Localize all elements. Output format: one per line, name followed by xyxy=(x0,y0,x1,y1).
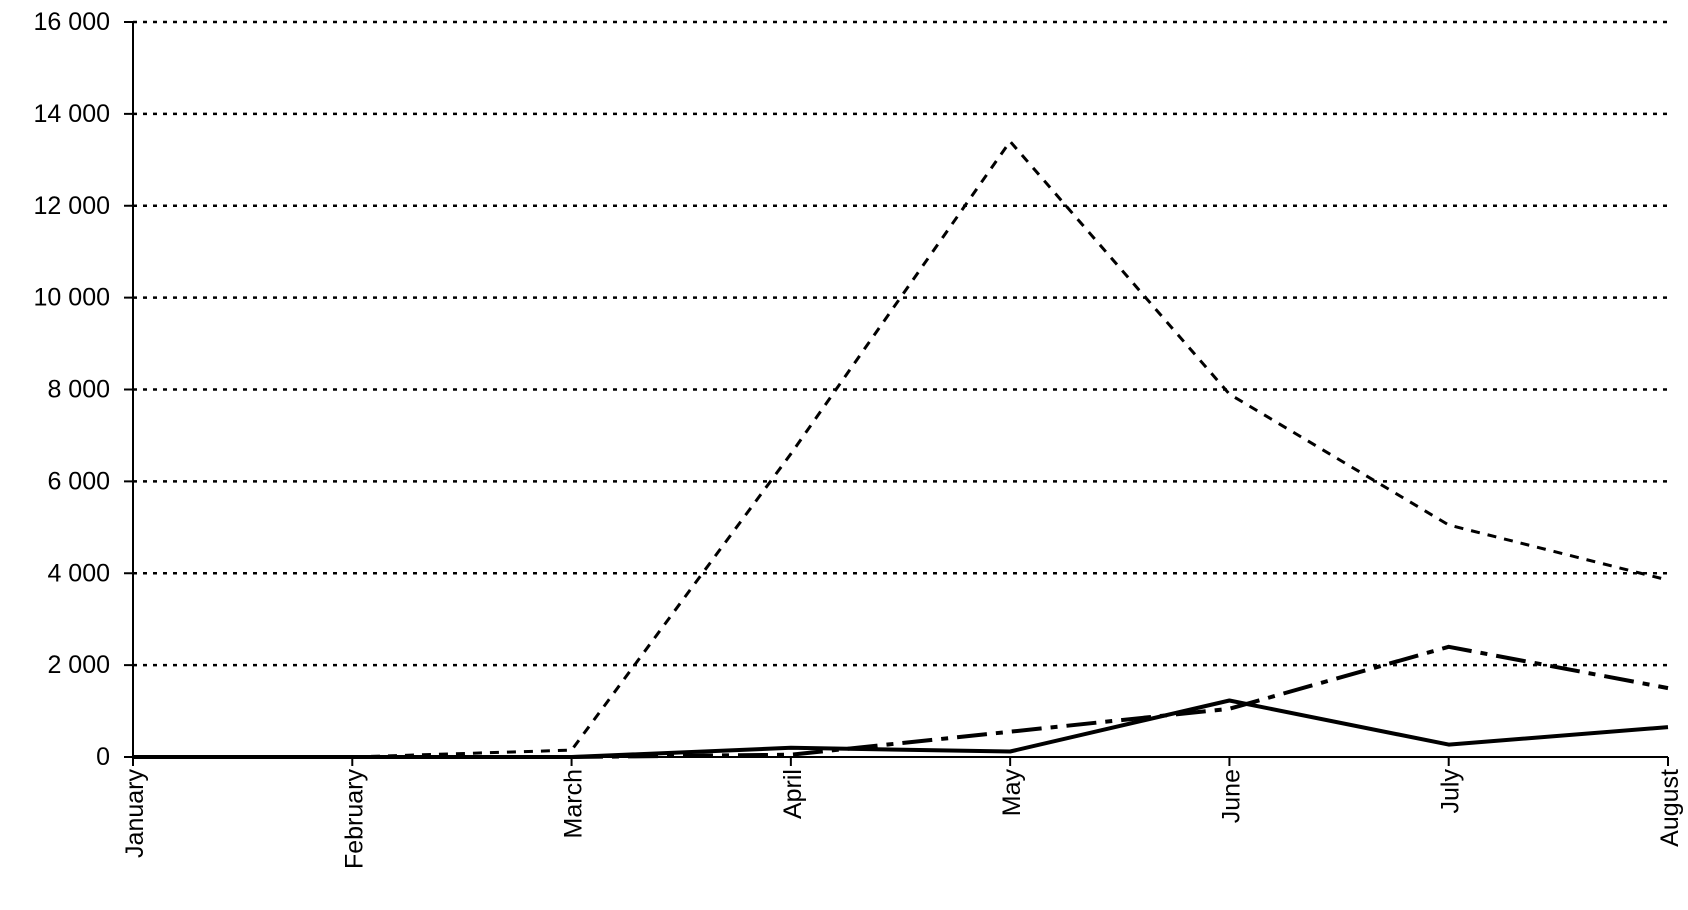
gridlines xyxy=(133,20,1668,667)
y-tick-labels: 0 2 000 4 000 6 000 8 000 10 000 12 000 14 000 1… xyxy=(34,8,110,771)
series-line-solid xyxy=(133,698,1669,759)
y-tick-label: 2 000 xyxy=(47,651,110,679)
x-tick-label: August xyxy=(1656,769,1684,847)
x-tick-label: May xyxy=(998,769,1026,817)
y-tick-label: 16 000 xyxy=(34,8,110,36)
y-tick-label: 6 000 xyxy=(47,467,110,495)
y-tick-label: 8 000 xyxy=(47,376,110,404)
x-tick-label: June xyxy=(1217,769,1245,823)
x-tick-label: July xyxy=(1437,769,1465,814)
x-tick-labels: January February March April May June July Augu… xyxy=(121,769,1684,870)
x-tick-label: April xyxy=(779,769,807,819)
x-tick-label: March xyxy=(560,769,588,838)
y-tick-label: 0 xyxy=(96,743,110,771)
series-line-dash-dot xyxy=(133,644,1669,759)
axes xyxy=(124,21,1669,766)
y-tick-label: 10 000 xyxy=(34,284,110,312)
y-tick-label: 4 000 xyxy=(47,559,110,587)
x-tick-label: February xyxy=(340,769,368,870)
y-tick-label: 12 000 xyxy=(34,192,110,220)
y-tick-label: 14 000 xyxy=(34,100,110,128)
x-tick-label: January xyxy=(121,769,149,858)
